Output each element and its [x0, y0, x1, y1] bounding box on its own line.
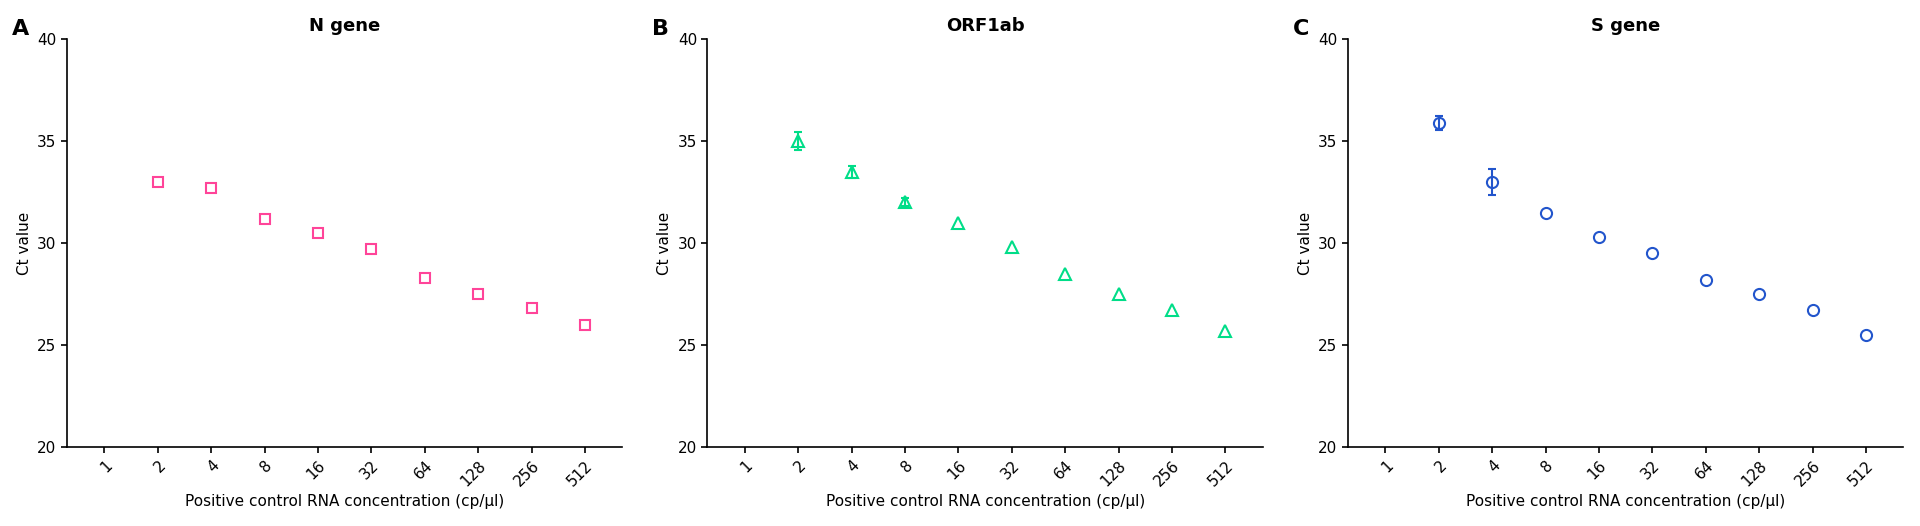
Y-axis label: Ct value: Ct value — [1298, 211, 1313, 275]
Text: B: B — [653, 18, 668, 38]
Title: S gene: S gene — [1592, 17, 1661, 35]
Title: ORF1ab: ORF1ab — [947, 17, 1025, 35]
X-axis label: Positive control RNA concentration (cp/µl): Positive control RNA concentration (cp/µ… — [184, 494, 505, 509]
Y-axis label: Ct value: Ct value — [17, 211, 31, 275]
Text: A: A — [12, 18, 29, 38]
X-axis label: Positive control RNA concentration (cp/µl): Positive control RNA concentration (cp/µ… — [826, 494, 1144, 509]
Title: N gene: N gene — [309, 17, 380, 35]
Text: C: C — [1292, 18, 1309, 38]
Y-axis label: Ct value: Ct value — [657, 211, 672, 275]
X-axis label: Positive control RNA concentration (cp/µl): Positive control RNA concentration (cp/µ… — [1467, 494, 1786, 509]
